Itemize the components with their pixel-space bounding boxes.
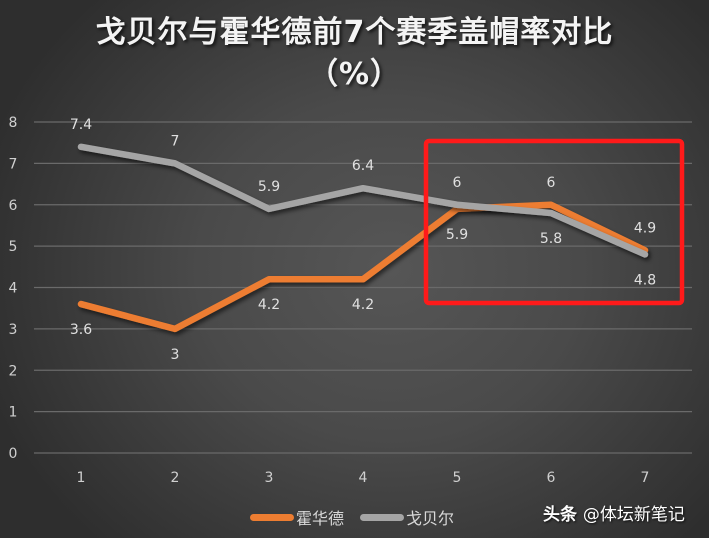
legend-label-howard: 霍华德 [296,509,345,528]
watermark-handle: @体坛新笔记 [582,505,685,525]
data-labels: 3.6 7.4 3 7 4.2 5.9 4.2 6.4 5.9 6 6 5.8 4.9 4.8 [70,117,656,363]
series-line-howard [77,201,649,333]
y-axis: 0 1 2 3 4 5 6 7 8 [9,115,18,462]
chart-title: 戈贝尔与霍华德前7个赛季盖帽率对比 （%） [0,12,709,96]
watermark-brand: 头条 [543,505,577,525]
data-label-gobert: 5.9 [258,179,280,195]
highlight-box [423,138,685,306]
y-tick-label: 5 [9,239,18,255]
x-tick-label: 5 [453,470,462,486]
gridlines [34,121,692,454]
y-tick-label: 4 [9,281,18,297]
x-axis: 1 2 3 4 5 6 7 [77,470,650,486]
y-tick-label: 0 [9,446,18,462]
y-tick-label: 6 [9,198,18,214]
data-label-howard: 3.6 [70,322,92,338]
series-lines [77,143,649,333]
data-label-howard: 6 [547,175,556,191]
series-line-gobert [77,143,649,258]
legend-item-gobert[interactable]: 戈贝尔 [360,505,454,529]
x-tick-label: 1 [77,470,86,486]
data-label-howard: 4.9 [634,220,656,236]
data-label-howard: 4.2 [352,297,374,313]
chart-title-line2: （%） [307,57,402,92]
x-tick-label: 3 [265,470,274,486]
y-tick-label: 2 [9,363,18,379]
data-label-gobert: 5.8 [540,231,562,247]
y-tick-label: 3 [9,322,18,338]
x-tick-label: 7 [641,470,650,486]
data-label-howard: 4.2 [258,297,280,313]
legend: 霍华德 戈贝尔 [250,505,470,529]
data-label-gobert: 6 [453,175,462,191]
legend-swatch-gobert [360,513,405,521]
data-label-gobert: 4.8 [634,272,656,288]
chart-title-line1: 戈贝尔与霍华德前7个赛季盖帽率对比 [95,15,614,50]
y-tick-label: 8 [9,115,18,131]
data-label-gobert: 7 [171,133,180,149]
legend-item-howard[interactable]: 霍华德 [250,505,344,529]
legend-swatch-howard [250,513,294,521]
watermark: 头条 @体坛新笔记 [543,500,685,525]
data-label-howard: 3 [171,347,180,363]
x-tick-label: 4 [359,470,368,486]
data-label-gobert: 7.4 [70,117,92,133]
y-tick-label: 7 [9,156,18,172]
x-tick-label: 6 [547,470,556,486]
x-tick-label: 2 [171,470,180,486]
legend-label-gobert: 戈贝尔 [406,509,455,528]
y-tick-label: 1 [9,405,18,421]
data-label-gobert: 6.4 [352,158,374,174]
data-label-howard: 5.9 [446,227,468,243]
